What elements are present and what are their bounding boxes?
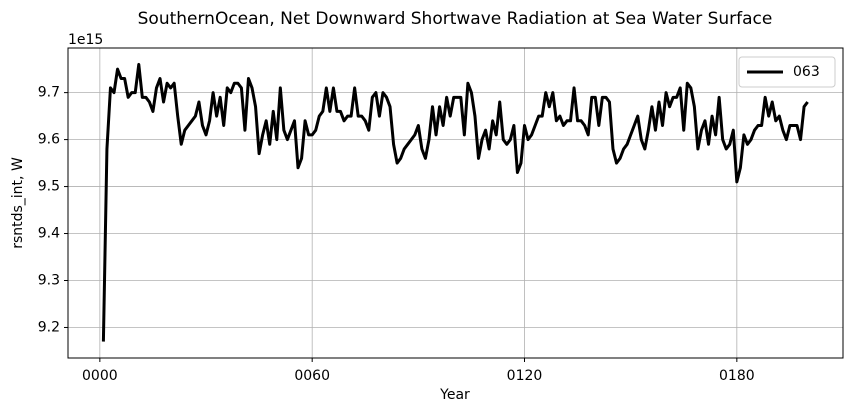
y-tick-label: 9.4 — [38, 226, 60, 242]
x-tick-label: 0000 — [82, 368, 118, 384]
chart-title: SouthernOcean, Net Downward Shortwave Ra… — [138, 9, 773, 29]
y-tick-label: 9.6 — [38, 132, 60, 148]
y-tick-label: 9.5 — [38, 179, 60, 195]
x-tick-label: 0060 — [294, 368, 330, 384]
y-offset-label: 1e15 — [68, 32, 103, 48]
x-tick-label: 0180 — [719, 368, 755, 384]
plot-frame — [67, 47, 844, 359]
x-tick-label: 0120 — [507, 368, 543, 384]
y-tick-label: 9.7 — [38, 85, 60, 101]
y-axis-label: rsntds_int, W — [10, 157, 26, 249]
legend-label: 063 — [793, 64, 820, 80]
x-axis-label: Year — [439, 387, 470, 403]
data-line — [101, 62, 809, 342]
y-tick-label: 9.2 — [38, 319, 60, 335]
legend-box — [738, 56, 836, 88]
y-tick-label: 9.3 — [38, 273, 60, 289]
